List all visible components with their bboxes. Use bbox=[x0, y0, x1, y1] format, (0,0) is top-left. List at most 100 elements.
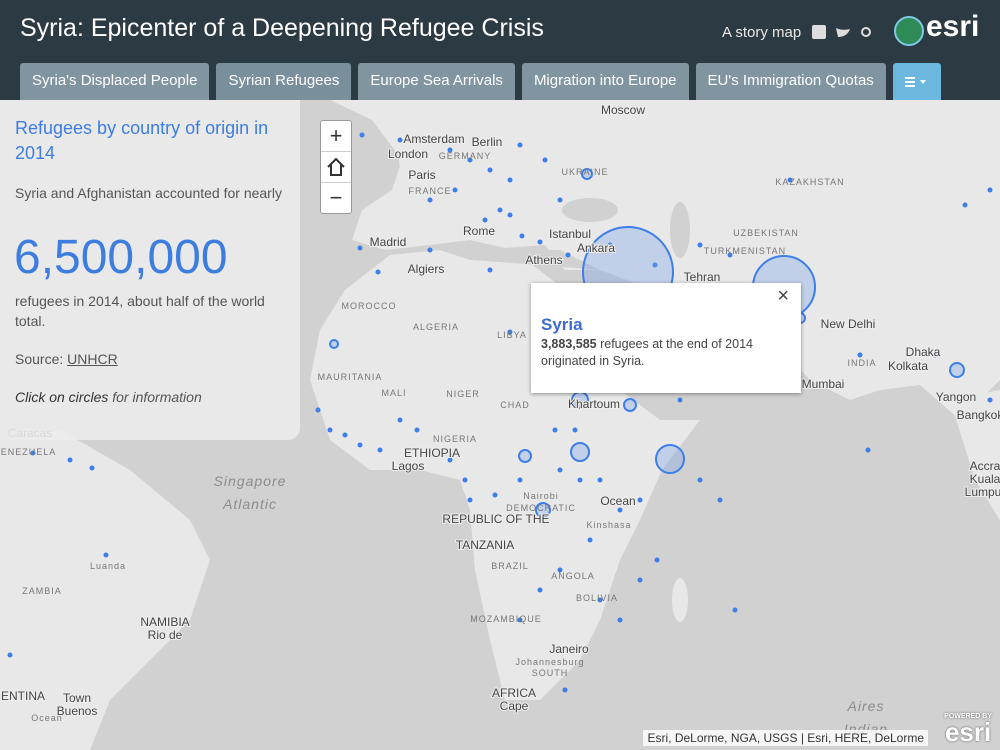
refugee-dot[interactable] bbox=[542, 157, 548, 163]
refugee-dot[interactable] bbox=[497, 207, 503, 213]
refugee-dot[interactable] bbox=[677, 397, 683, 403]
refugee-dot[interactable] bbox=[572, 427, 578, 433]
refugee-dot[interactable] bbox=[557, 467, 563, 473]
refugee-dot[interactable] bbox=[462, 477, 468, 483]
refugee-dot[interactable] bbox=[857, 352, 863, 358]
menu-button[interactable] bbox=[892, 63, 941, 100]
refugee-dot[interactable] bbox=[557, 197, 563, 203]
refugee-dot[interactable] bbox=[562, 687, 568, 693]
refugee-dot[interactable] bbox=[482, 217, 488, 223]
refugee-dot[interactable] bbox=[447, 457, 453, 463]
map-label: Ocean bbox=[31, 713, 63, 723]
refugee-dot[interactable] bbox=[717, 497, 723, 503]
tab[interactable]: Syrian Refugees bbox=[216, 63, 352, 100]
refugee-dot[interactable] bbox=[377, 447, 383, 453]
refugee-dot[interactable] bbox=[327, 427, 333, 433]
zoom-in[interactable]: + bbox=[321, 121, 351, 152]
refugee-dot[interactable] bbox=[467, 157, 473, 163]
map-label: Dhaka bbox=[906, 345, 941, 359]
refugee-dot[interactable] bbox=[30, 450, 36, 456]
refugee-dot[interactable] bbox=[507, 329, 513, 335]
map-labels: Moscow Amsterdam Berlin London GERMANY UKRAIN… bbox=[0, 102, 1000, 737]
map-label: Ocean bbox=[600, 494, 635, 508]
refugee-dot[interactable] bbox=[697, 242, 703, 248]
map-label: New Delhi bbox=[821, 317, 876, 331]
refugee-dot[interactable] bbox=[414, 427, 420, 433]
tab[interactable]: Migration into Europe bbox=[521, 63, 689, 100]
refugee-dot[interactable] bbox=[89, 465, 95, 471]
refugee-dot[interactable] bbox=[637, 577, 643, 583]
refugee-dot[interactable] bbox=[552, 427, 558, 433]
map-label: MAURITANIA bbox=[318, 372, 383, 382]
refugee-dot[interactable] bbox=[607, 242, 613, 248]
refugee-dot[interactable] bbox=[427, 197, 433, 203]
refugee-dot[interactable] bbox=[652, 262, 658, 268]
map-label: NIGER bbox=[446, 389, 480, 399]
refugee-dot[interactable] bbox=[487, 167, 493, 173]
map-label: Yangon bbox=[936, 390, 976, 404]
map-label: INDIA bbox=[847, 358, 876, 368]
refugee-dot[interactable] bbox=[987, 187, 993, 193]
refugee-dot[interactable] bbox=[492, 492, 498, 498]
refugee-dot[interactable] bbox=[315, 407, 321, 413]
popup: × Syria 3,883,585 refugees at the end of… bbox=[531, 283, 801, 393]
refugee-dot[interactable] bbox=[932, 352, 938, 358]
refugee-dot[interactable] bbox=[587, 537, 593, 543]
refugee-dot[interactable] bbox=[865, 447, 871, 453]
refugee-dot[interactable] bbox=[962, 202, 968, 208]
refugee-dot[interactable] bbox=[103, 552, 109, 558]
refugee-dot[interactable] bbox=[517, 617, 523, 623]
refugee-dot[interactable] bbox=[467, 497, 473, 503]
tab[interactable]: EU's Immigration Quotas bbox=[695, 63, 886, 100]
tab[interactable]: Europe Sea Arrivals bbox=[358, 63, 515, 100]
refugee-dot[interactable] bbox=[487, 267, 493, 273]
refugee-dot[interactable] bbox=[357, 442, 363, 448]
refugee-dot[interactable] bbox=[357, 245, 363, 251]
popup-close[interactable]: × bbox=[777, 285, 789, 307]
map-label: Kinshasa bbox=[586, 520, 631, 530]
refugee-dot[interactable] bbox=[577, 477, 583, 483]
refugee-dot[interactable] bbox=[452, 187, 458, 193]
refugee-dot[interactable] bbox=[787, 177, 793, 183]
refugee-dot[interactable] bbox=[517, 477, 523, 483]
map-label: AFRICA bbox=[492, 686, 536, 700]
esri-globe bbox=[894, 16, 924, 46]
refugee-dot[interactable] bbox=[617, 617, 623, 623]
home-button[interactable] bbox=[321, 152, 351, 183]
refugee-dot[interactable] bbox=[507, 177, 513, 183]
refugee-dot[interactable] bbox=[654, 557, 660, 563]
refugee-dot[interactable] bbox=[447, 147, 453, 153]
refugee-dot[interactable] bbox=[7, 652, 13, 658]
refugee-dot[interactable] bbox=[342, 432, 348, 438]
refugee-dot[interactable] bbox=[732, 607, 738, 613]
refugee-dot[interactable] bbox=[537, 587, 543, 593]
refugee-dot[interactable] bbox=[597, 477, 603, 483]
refugee-dot[interactable] bbox=[519, 233, 525, 239]
refugee-dot[interactable] bbox=[697, 477, 703, 483]
refugee-dot[interactable] bbox=[987, 397, 993, 403]
refugee-dot[interactable] bbox=[637, 497, 643, 503]
tab[interactable]: Syria's Displaced People bbox=[20, 63, 210, 100]
refugee-dot[interactable] bbox=[67, 457, 73, 463]
refugee-dot[interactable] bbox=[727, 252, 733, 258]
refugee-dot[interactable] bbox=[557, 567, 563, 573]
refugee-dot[interactable] bbox=[375, 269, 381, 275]
refugee-dot[interactable] bbox=[597, 597, 603, 603]
share-icons[interactable] bbox=[810, 24, 880, 42]
refugee-dot[interactable] bbox=[359, 132, 365, 138]
refugee-dot[interactable] bbox=[507, 212, 513, 218]
refugee-dot[interactable] bbox=[565, 252, 571, 258]
map-label: DEMOCRATIC bbox=[506, 503, 576, 513]
source: Source: UNHCR bbox=[15, 349, 290, 369]
refugee-dot[interactable] bbox=[427, 247, 433, 253]
refugee-dot[interactable] bbox=[397, 137, 403, 143]
source-link[interactable]: UNHCR bbox=[67, 351, 118, 367]
zoom-out[interactable]: − bbox=[329, 185, 343, 210]
refugee-dot[interactable] bbox=[517, 142, 523, 148]
refugee-dot[interactable] bbox=[397, 417, 403, 423]
refugee-dot[interactable] bbox=[617, 507, 623, 513]
map-label: TANZANIA bbox=[456, 538, 514, 552]
map-label: Luanda bbox=[90, 561, 126, 571]
refugee-dot[interactable] bbox=[537, 239, 543, 245]
